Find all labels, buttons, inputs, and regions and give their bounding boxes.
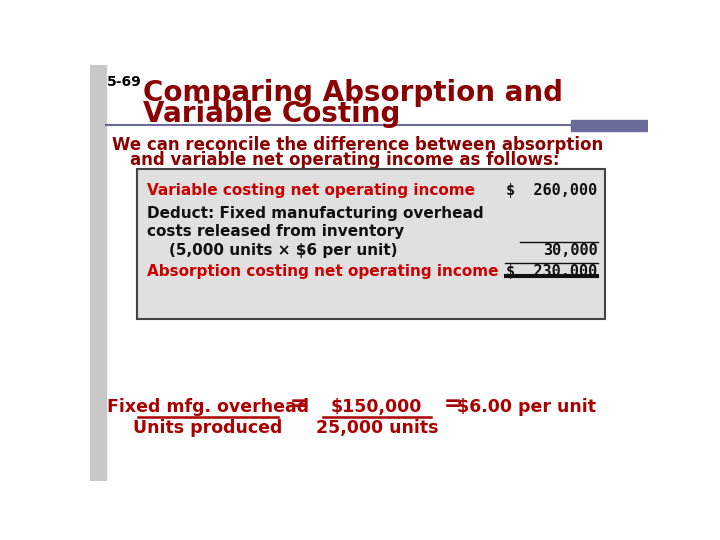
Bar: [570, 120, 648, 131]
Text: Variable Costing: Variable Costing: [143, 100, 400, 128]
Text: $6.00 per unit: $6.00 per unit: [456, 398, 596, 416]
Text: Absorption costing net operating income: Absorption costing net operating income: [148, 264, 499, 279]
Text: Deduct: Fixed manufacturing overhead: Deduct: Fixed manufacturing overhead: [148, 206, 484, 221]
Text: =: =: [444, 394, 462, 414]
Text: 30,000: 30,000: [543, 242, 598, 258]
Text: and variable net operating income as follows:: and variable net operating income as fol…: [130, 151, 560, 169]
Text: Units produced: Units produced: [133, 419, 282, 437]
Text: $  260,000: $ 260,000: [506, 183, 598, 198]
FancyBboxPatch shape: [137, 168, 606, 319]
Text: Variable costing net operating income: Variable costing net operating income: [148, 183, 475, 198]
Text: costs released from inventory: costs released from inventory: [148, 224, 405, 239]
Text: $  230,000: $ 230,000: [506, 264, 598, 279]
Text: $150,000: $150,000: [331, 398, 423, 416]
Text: 5-69: 5-69: [107, 75, 142, 89]
Text: (5,000 units × $6 per unit): (5,000 units × $6 per unit): [169, 242, 397, 258]
Text: We can reconcile the difference between absorption: We can reconcile the difference between …: [112, 136, 603, 154]
Text: Fixed mfg. overhead: Fixed mfg. overhead: [107, 398, 309, 416]
Bar: [90, 65, 106, 481]
Text: 25,000 units: 25,000 units: [315, 419, 438, 437]
Text: Comparing Absorption and: Comparing Absorption and: [143, 79, 563, 107]
Text: =: =: [290, 394, 308, 414]
